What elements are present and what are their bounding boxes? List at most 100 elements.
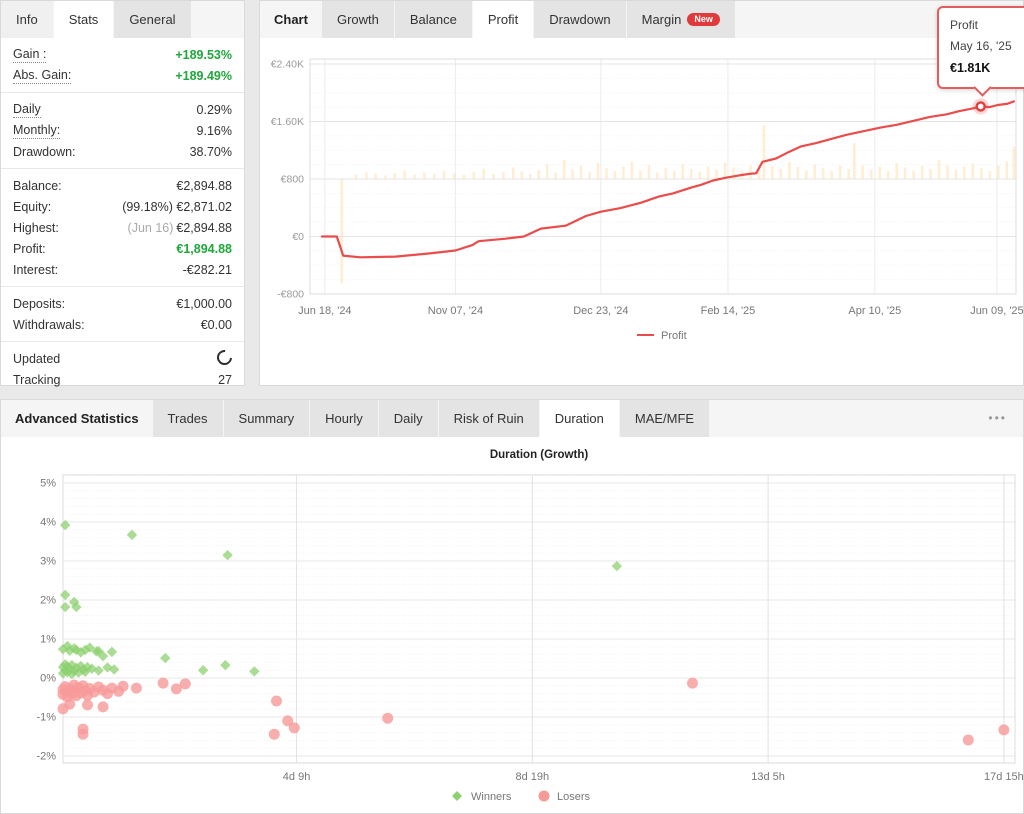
loser-point[interactable]	[962, 734, 974, 746]
winners-legend-icon	[452, 791, 462, 801]
lot-bar	[861, 165, 865, 180]
stat-label: Withdrawals:	[13, 317, 85, 332]
stat-label[interactable]: Abs. Gain:	[13, 67, 72, 84]
winner-point[interactable]	[160, 652, 171, 664]
stats-tab-risk-of-ruin[interactable]: Risk of Ruin	[438, 400, 539, 437]
losers-legend-icon	[538, 790, 550, 802]
stat-row-balance: Balance: €2,894.88	[13, 175, 232, 196]
stat-label: Tracking	[13, 372, 61, 387]
loser-point[interactable]	[179, 678, 191, 690]
chart-tab-growth[interactable]: Growth	[321, 1, 394, 38]
stat-value: €1,894.88	[176, 241, 232, 256]
stat-value: (99.18%) €2,871.02	[122, 199, 232, 214]
loser-point[interactable]	[97, 701, 109, 713]
lot-bar	[878, 166, 882, 180]
lot-bar	[997, 165, 1000, 180]
chart-tab-balance[interactable]: Balance	[394, 1, 472, 38]
winner-point[interactable]	[66, 668, 78, 680]
stats-tab-trades[interactable]: Trades	[152, 400, 223, 437]
x-tick-label: Feb 14, '25	[701, 305, 756, 317]
lot-bar	[788, 162, 791, 180]
x-tick-label: 8d 19h	[515, 771, 549, 783]
lot-bar	[821, 168, 825, 180]
lot-bar	[920, 165, 924, 180]
lot-bar	[384, 175, 387, 180]
stats-tab-summary[interactable]: Summary	[223, 400, 310, 437]
lot-bar	[946, 165, 949, 180]
lot-bar	[847, 168, 850, 180]
winner-point[interactable]	[75, 647, 86, 658]
loser-point[interactable]	[282, 715, 294, 727]
lot-bar	[1005, 161, 1009, 180]
loser-point[interactable]	[170, 683, 182, 695]
winner-point[interactable]	[60, 519, 71, 531]
loser-point[interactable]	[157, 677, 169, 689]
winner-point[interactable]	[80, 666, 91, 677]
losers-legend-label[interactable]: Losers	[557, 791, 591, 803]
lot-bar	[805, 170, 808, 180]
tab-stats[interactable]: Stats	[53, 1, 114, 38]
loser-point[interactable]	[77, 728, 89, 740]
loser-point[interactable]	[64, 698, 76, 710]
divider	[1, 92, 244, 93]
stats-tab-daily[interactable]: Daily	[378, 400, 438, 437]
winner-point[interactable]	[222, 549, 233, 561]
lot-bar	[588, 172, 591, 180]
lot-bar	[403, 170, 406, 180]
lot-bar	[545, 164, 549, 180]
tab-info[interactable]: Info	[1, 1, 53, 38]
loser-point[interactable]	[382, 712, 394, 724]
lot-bar	[886, 171, 890, 180]
loser-point[interactable]	[268, 728, 280, 740]
lot-bar	[1012, 146, 1016, 180]
stats-tab-hourly[interactable]: Hourly	[310, 400, 378, 437]
winner-point[interactable]	[220, 659, 231, 671]
y-tick-label: 4%	[40, 517, 56, 529]
winner-point[interactable]	[60, 601, 71, 613]
chart-tab-drawdown[interactable]: Drawdown	[534, 1, 626, 38]
stat-label[interactable]: Monthly:	[13, 122, 61, 139]
winner-point[interactable]	[71, 601, 82, 613]
loser-point[interactable]	[687, 677, 698, 689]
loser-point[interactable]	[998, 724, 1010, 736]
y-tick-label: 2%	[40, 595, 56, 607]
chart-tab-profit[interactable]: Profit	[472, 1, 534, 38]
lot-bar	[895, 163, 898, 180]
lot-bar	[771, 166, 774, 180]
lot-bar	[732, 167, 735, 180]
advanced-statistics-label: Advanced Statistics	[15, 411, 139, 426]
loser-point[interactable]	[271, 695, 282, 707]
lot-bar	[639, 170, 642, 180]
tab-general[interactable]: General	[114, 1, 191, 38]
y-tick-label: 5%	[40, 478, 56, 490]
stat-label[interactable]: Gain :	[13, 46, 47, 63]
marker-point[interactable]	[975, 101, 986, 112]
stat-row-tracking: Tracking 27	[13, 369, 232, 390]
stat-value: +189.53%	[175, 47, 232, 62]
profit-line[interactable]	[320, 100, 1016, 259]
scatter-chart-title: Duration (Growth)	[489, 449, 589, 461]
winner-point[interactable]	[106, 646, 118, 658]
loser-point[interactable]	[288, 722, 300, 734]
lot-bar	[520, 171, 524, 180]
stats-tab-duration[interactable]: Duration	[539, 400, 619, 437]
more-options-icon[interactable]: •••	[988, 411, 1007, 425]
winners-legend-label[interactable]: Winners	[471, 791, 512, 803]
winner-point[interactable]	[60, 589, 71, 601]
winner-point[interactable]	[126, 529, 138, 541]
loser-point[interactable]	[117, 680, 129, 692]
legend-label[interactable]: Profit	[661, 330, 687, 342]
loser-point[interactable]	[130, 682, 142, 694]
stat-row-daily: Daily 0.29%	[13, 99, 232, 120]
stat-label[interactable]: Daily	[13, 101, 41, 118]
lot-bar	[912, 170, 915, 180]
lot-bar	[647, 165, 651, 180]
winner-point[interactable]	[611, 560, 623, 572]
loser-point[interactable]	[82, 699, 93, 711]
winner-point[interactable]	[249, 666, 260, 677]
chart-tab-margin[interactable]: Margin New	[626, 1, 735, 38]
lot-bar	[762, 125, 766, 180]
x-tick-label: 13d 5h	[751, 771, 785, 783]
winner-point[interactable]	[197, 665, 209, 676]
stats-tab-mae-mfe[interactable]: MAE/MFE	[619, 400, 710, 437]
